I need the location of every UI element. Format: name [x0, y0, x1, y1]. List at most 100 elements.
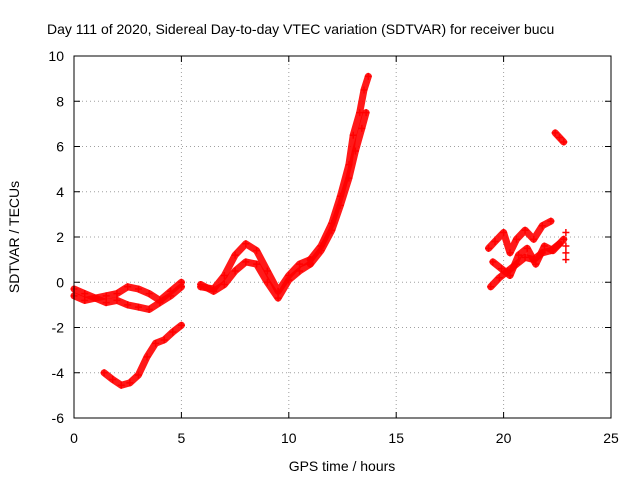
data-point-marker	[358, 124, 366, 132]
data-point-marker	[210, 287, 218, 295]
y-tick-label: 2	[56, 229, 64, 245]
data-point-marker	[143, 353, 151, 361]
data-point-marker	[362, 109, 370, 117]
data-point-marker	[124, 301, 132, 309]
data-point-marker	[145, 290, 153, 298]
data-point-marker	[156, 296, 164, 304]
data-point-marker	[521, 253, 529, 261]
x-tick-label: 25	[603, 430, 619, 446]
data-point-marker	[134, 371, 142, 379]
data-series-arc-8	[485, 217, 555, 257]
data-point-marker	[530, 235, 538, 243]
tick-layer: 0 5 10 15 20 25 -6 -4 -2 0 2 4 6 8 10	[48, 48, 619, 446]
y-tick-label: -4	[52, 365, 65, 381]
y-tick-label: 4	[56, 184, 64, 200]
data-point-marker	[231, 251, 239, 259]
data-point-marker	[167, 287, 175, 295]
data-point-marker	[220, 281, 228, 289]
data-point-marker	[491, 238, 499, 246]
data-point-marker	[356, 109, 364, 117]
data-point-marker	[512, 235, 520, 243]
x-tick-label: 10	[281, 430, 297, 446]
data-point-marker	[285, 276, 293, 284]
data-point-marker	[220, 271, 228, 279]
outlier-point-marker	[562, 256, 570, 264]
data-point-marker	[521, 226, 529, 234]
data-point-marker	[523, 244, 531, 252]
data-point-marker	[500, 228, 508, 236]
data-point-marker	[242, 240, 250, 248]
data-point-marker	[538, 222, 546, 230]
data-point-marker	[555, 133, 563, 141]
data-point-marker	[100, 369, 108, 377]
data-point-marker	[145, 305, 153, 313]
data-point-marker	[134, 303, 142, 311]
outlier-point-marker	[562, 249, 570, 257]
data-series-arc-5	[197, 258, 314, 302]
data-point-marker	[296, 260, 304, 268]
data-series-arc-10	[489, 235, 568, 279]
data-point-marker	[306, 260, 314, 268]
data-series-arc-7	[306, 109, 370, 268]
data-point-marker	[551, 129, 559, 137]
data-point-marker	[242, 258, 250, 266]
data-point-marker	[169, 328, 177, 336]
data-point-marker	[515, 251, 523, 259]
x-axis-label: GPS time / hours	[289, 458, 396, 474]
data-point-marker	[102, 299, 110, 307]
y-tick-label: -6	[52, 410, 65, 426]
outlier-point-marker	[562, 228, 570, 236]
data-point-marker	[197, 281, 205, 289]
data-point-marker	[81, 290, 89, 298]
data-point-marker	[126, 379, 134, 387]
data-series-arc-6	[306, 72, 372, 264]
data-point-marker	[102, 292, 110, 300]
data-point-marker	[160, 336, 168, 344]
chart-title: Day 111 of 2020, Sidereal Day-to-day VTE…	[47, 21, 554, 37]
y-tick-label: 6	[56, 139, 64, 155]
data-point-marker	[81, 296, 89, 304]
y-tick-label: 8	[56, 93, 64, 109]
data-point-marker	[360, 86, 368, 94]
data-series-arc-3	[100, 321, 185, 389]
data-point-marker	[296, 267, 304, 275]
data-point-marker	[152, 339, 160, 347]
x-tick-label: 0	[70, 430, 78, 446]
data-point-marker	[177, 278, 185, 286]
data-point-marker	[364, 72, 372, 80]
data-point-marker	[317, 247, 325, 255]
y-tick-label: 0	[56, 274, 64, 290]
series-band	[306, 72, 372, 264]
data-point-marker	[487, 283, 495, 291]
data-point-marker	[532, 260, 540, 268]
y-tick-label: 10	[48, 48, 64, 64]
data-point-marker	[113, 296, 121, 304]
series-band	[306, 109, 370, 268]
data-point-marker	[506, 271, 514, 279]
data-point-marker	[351, 147, 359, 155]
data-point-marker	[231, 267, 239, 275]
data-point-marker	[336, 201, 344, 209]
data-point-marker	[109, 376, 117, 384]
data-point-marker	[485, 244, 493, 252]
data-point-marker	[263, 267, 271, 275]
x-tick-label: 20	[496, 430, 512, 446]
series-band	[100, 321, 185, 389]
data-point-marker	[117, 381, 125, 389]
x-tick-label: 5	[178, 430, 186, 446]
data-point-marker	[91, 294, 99, 302]
data-point-marker	[506, 249, 514, 257]
data-point-marker	[253, 247, 261, 255]
data-point-marker	[560, 235, 568, 243]
data-point-marker	[177, 321, 185, 329]
y-tick-label: -2	[52, 320, 65, 336]
data-point-marker	[547, 217, 555, 225]
data-point-marker	[134, 285, 142, 293]
data-point-marker	[345, 174, 353, 182]
data-point-marker	[328, 226, 336, 234]
data-point-marker	[495, 274, 503, 282]
x-tick-label: 15	[388, 430, 404, 446]
data-point-marker	[560, 138, 568, 146]
data-point-marker	[263, 278, 271, 286]
